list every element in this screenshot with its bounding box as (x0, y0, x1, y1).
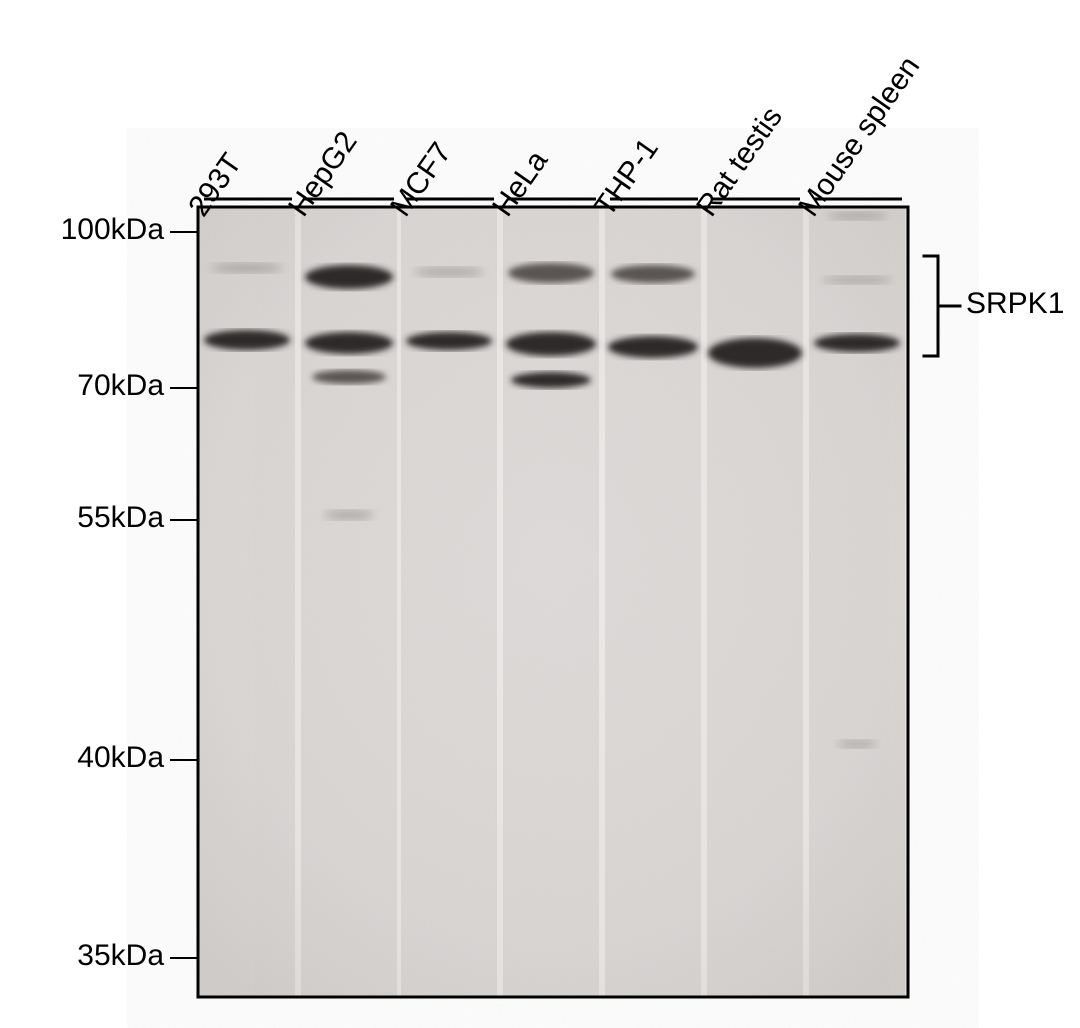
mw-marker-label: 100kDa (61, 213, 164, 247)
mw-marker-label: 40kDa (77, 741, 164, 775)
target-bracket (924, 256, 960, 356)
target-protein-label: SRPK1 (966, 287, 1064, 321)
mw-marker-label: 35kDa (77, 939, 164, 973)
mw-marker-label: 70kDa (77, 369, 164, 403)
target-label-text: SRPK1 (966, 287, 1064, 320)
molecular-weight-ticks (170, 232, 198, 958)
mw-marker-label: 55kDa (77, 501, 164, 535)
membrane (198, 207, 908, 997)
western-blot-figure: 100kDa70kDa55kDa40kDa35kDa 293THepG2MCF7… (0, 0, 1080, 1028)
